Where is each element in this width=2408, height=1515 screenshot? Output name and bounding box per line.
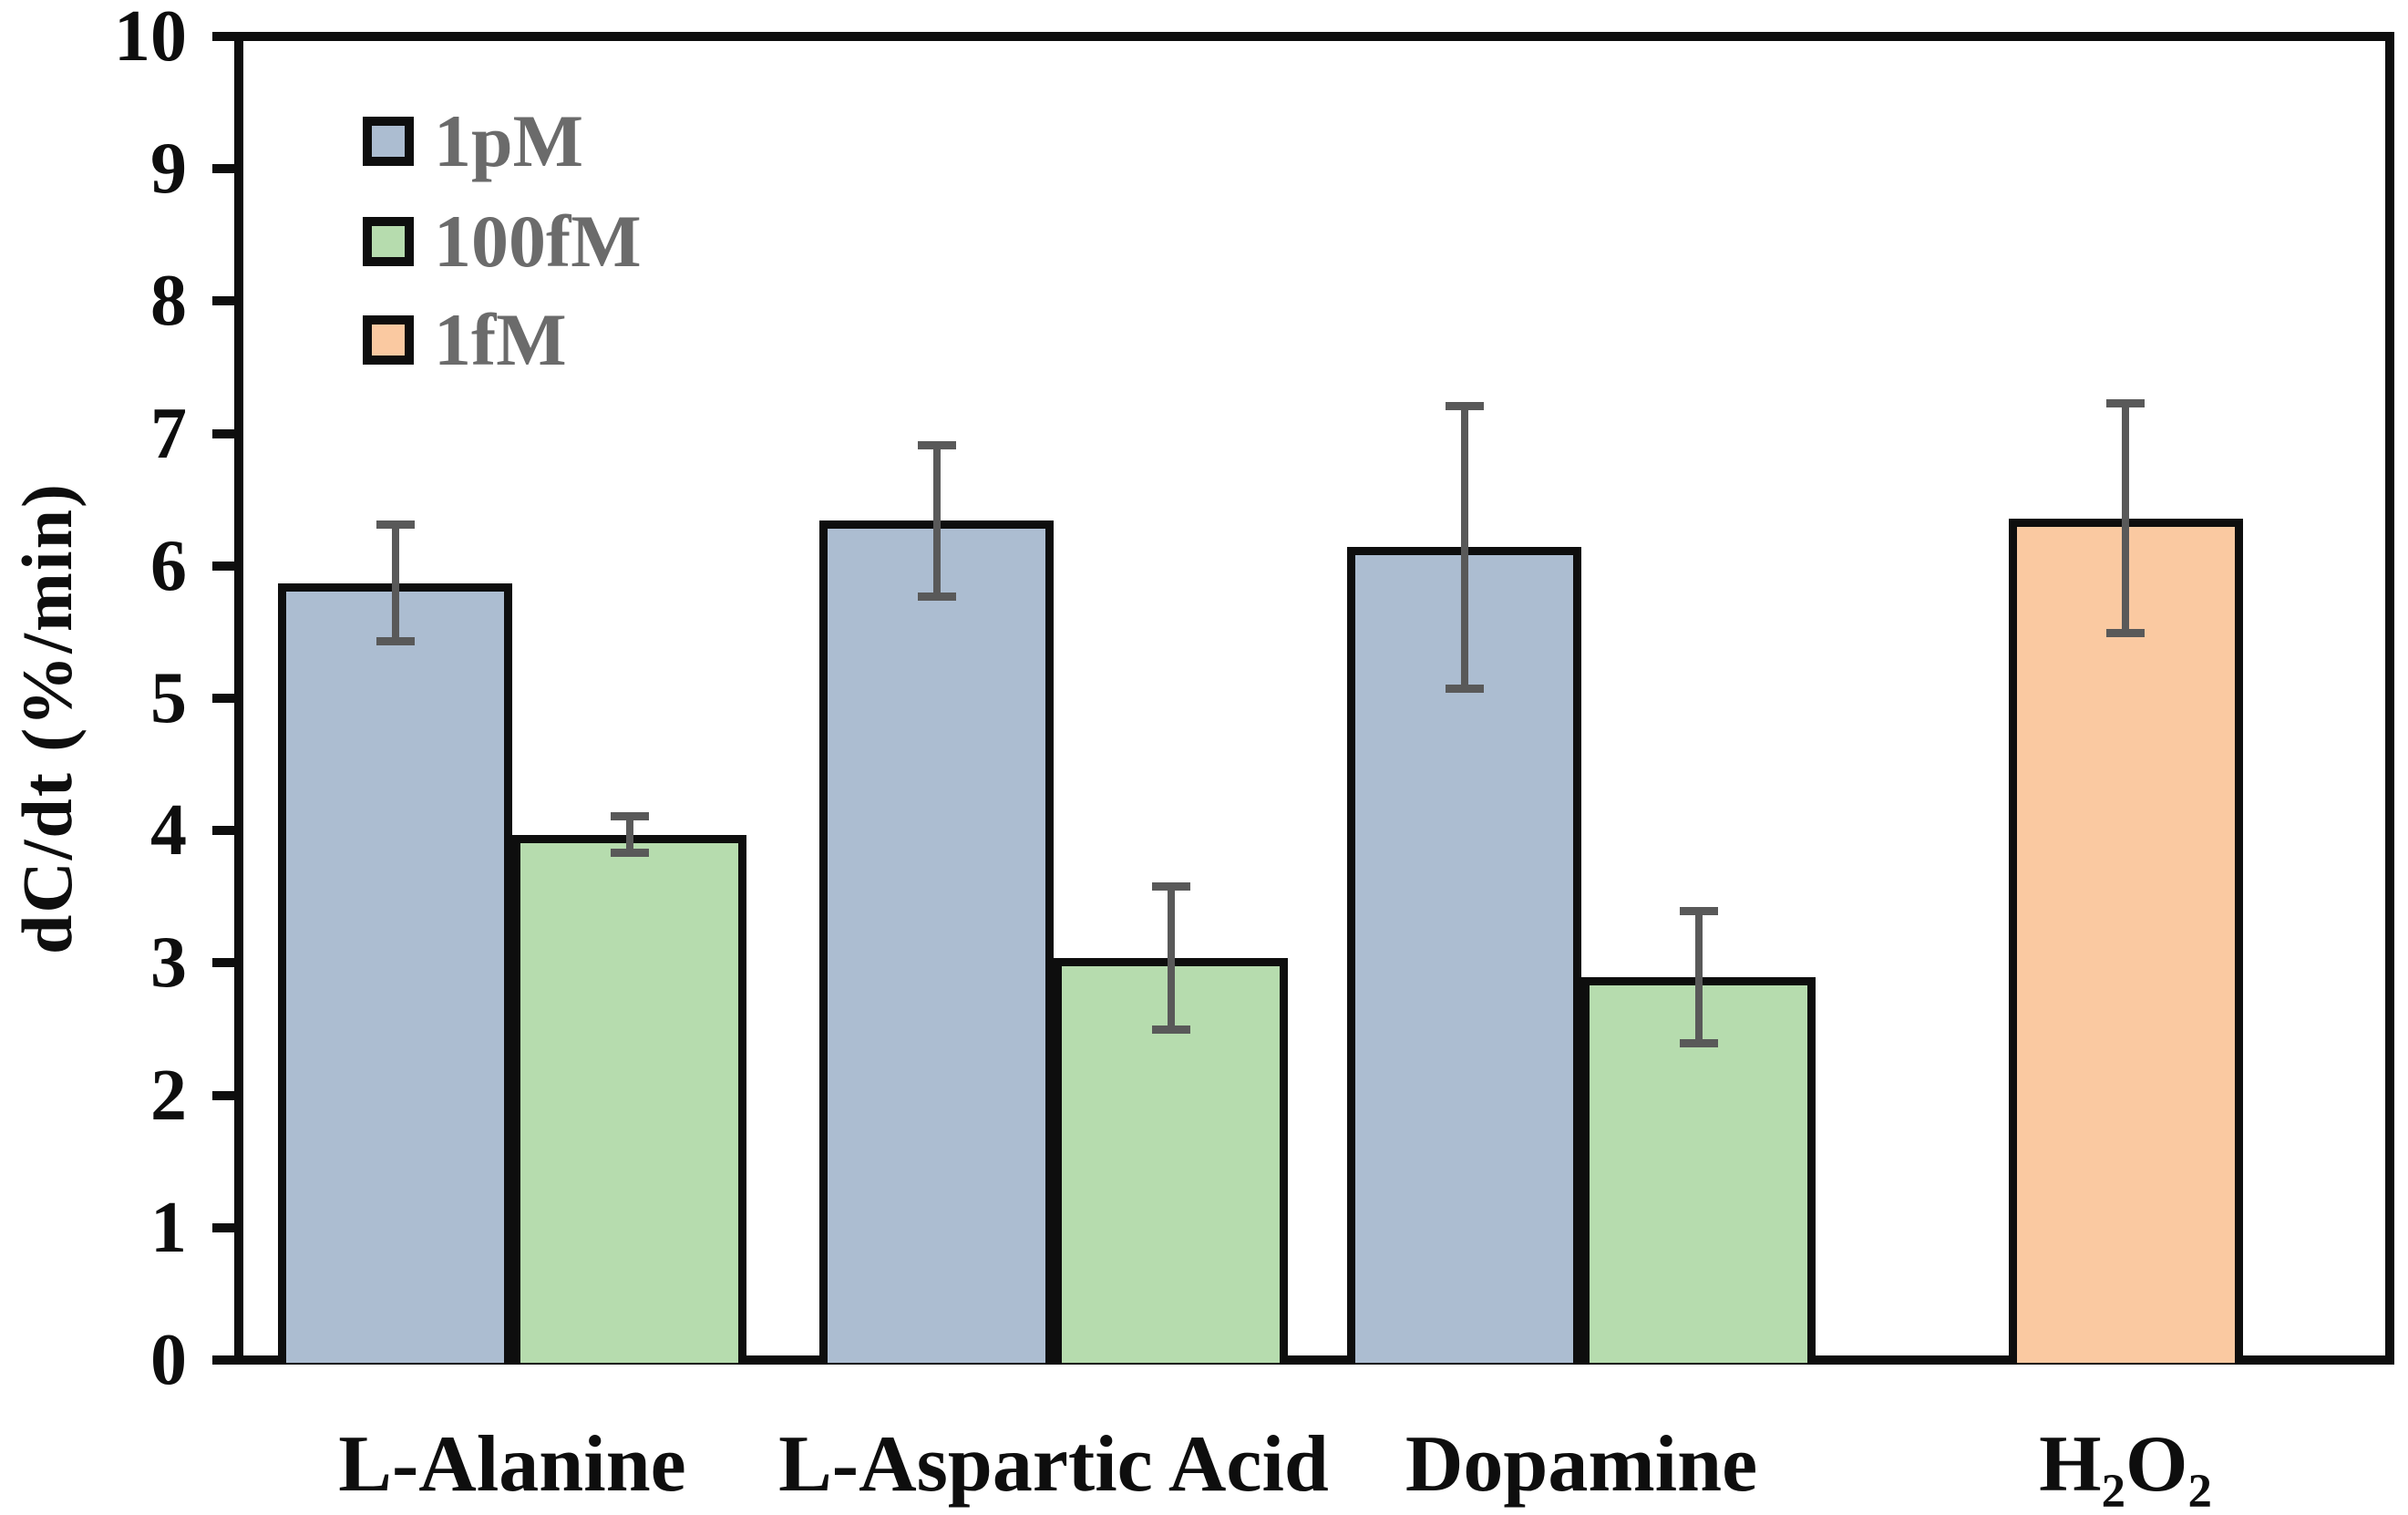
legend-swatch-100fm [363, 217, 414, 266]
error-bar-cap-bottom [917, 592, 956, 601]
error-bar-cap-top [376, 520, 415, 530]
y-tick-label: 0 [150, 1320, 187, 1400]
error-bar-cap-bottom [1679, 1039, 1718, 1048]
error-bar-cap-top [610, 811, 649, 820]
y-tick-label: 5 [150, 658, 187, 738]
legend-label-1fm: 1fM [434, 298, 567, 381]
y-tick-label: 9 [150, 129, 187, 210]
bar [819, 520, 1054, 1363]
x-category-label: Dopamine [1405, 1420, 1758, 1509]
error-bar-cap-top [1151, 881, 1190, 891]
error-bar-cap-bottom [1151, 1025, 1190, 1034]
legend-item-100fm: 100fM [363, 201, 642, 283]
error-bar-cap-top [917, 441, 956, 450]
y-tick-mark [212, 694, 234, 703]
error-bar-line [1694, 911, 1703, 1044]
legend-item-1pm: 1pM [363, 100, 583, 182]
y-tick-mark [212, 561, 234, 571]
error-bar-line [625, 816, 633, 853]
error-bar-cap-top [2106, 398, 2145, 407]
bar [512, 834, 746, 1363]
y-tick-label: 8 [150, 261, 187, 342]
legend-label-1pm: 1pM [434, 99, 583, 182]
error-bar-cap-bottom [610, 849, 649, 858]
y-tick-mark [212, 1355, 234, 1365]
error-bar-line [1460, 406, 1468, 689]
error-bar-cap-bottom [2106, 629, 2145, 638]
y-tick-label: 1 [150, 1187, 187, 1268]
bar [278, 582, 512, 1363]
y-tick-label: 4 [150, 790, 187, 871]
y-tick-label: 7 [150, 393, 187, 474]
y-tick-mark [212, 826, 234, 836]
error-bar-cap-bottom [1445, 685, 1484, 694]
legend-item-1fm: 1fM [363, 299, 567, 381]
y-tick-mark [212, 428, 234, 438]
legend-swatch-1pm [363, 117, 414, 166]
error-bar-line [932, 445, 941, 597]
x-category-label: H₂O₂ [2039, 1420, 2212, 1509]
bar [2008, 518, 2243, 1363]
plot-frame [234, 32, 2394, 1365]
y-tick-label: 10 [114, 0, 187, 77]
y-tick-label: 3 [150, 922, 187, 1004]
legend-swatch-1fm [363, 315, 414, 365]
error-bar-line [1167, 886, 1175, 1029]
x-category-label: L-Alanine [338, 1420, 686, 1509]
legend-label-100fm: 100fM [434, 200, 642, 283]
y-tick-mark [212, 958, 234, 968]
y-tick-label: 2 [150, 1055, 187, 1136]
y-tick-mark [212, 32, 234, 41]
y-tick-mark [212, 1090, 234, 1100]
error-bar-line [391, 524, 399, 642]
y-tick-mark [212, 164, 234, 174]
error-bar-cap-bottom [376, 637, 415, 646]
y-tick-label: 6 [150, 525, 187, 606]
error-bar-line [2122, 403, 2129, 634]
x-category-label: L-Aspartic Acid [778, 1420, 1329, 1509]
y-tick-mark [212, 296, 234, 306]
y-tick-mark [212, 1222, 234, 1232]
error-bar-cap-top [1679, 907, 1718, 916]
bar [1347, 547, 1581, 1363]
error-bar-cap-top [1445, 401, 1484, 410]
